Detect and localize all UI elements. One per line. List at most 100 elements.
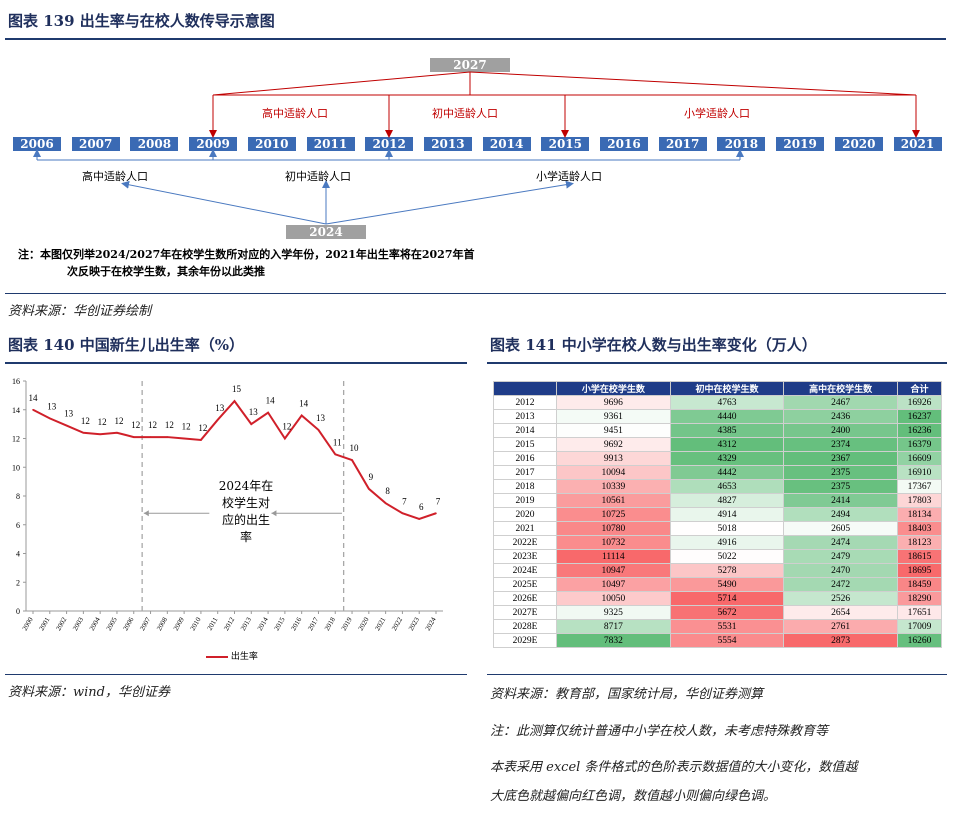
table-row: 2016 9913 4329 2367 16609: [493, 451, 942, 466]
value-cell: 4916: [669, 535, 785, 550]
table-row: 2012 9696 4763 2467 16926: [493, 395, 942, 410]
x-tick-label: 2008: [155, 616, 169, 633]
fig139-title: 图表 139 出生率与在校人数传导示意图: [8, 12, 275, 30]
fig140-rule: [5, 362, 467, 364]
table-header-row: 小学在校学生数 初中在校学生数 高中在校学生数 合计: [493, 381, 942, 396]
y-tick-label: 6: [16, 521, 20, 530]
table-row: 2023E 11114 5022 2479 18615: [493, 549, 942, 564]
x-tick-label: 2014: [256, 616, 270, 633]
data-point: [435, 512, 437, 515]
chart-annotation: 2024年在 校学生对 应的出生 率: [216, 478, 276, 546]
year-box: 2017: [658, 137, 707, 151]
data-label: 12: [182, 422, 191, 432]
enrollment-table: 小学在校学生数 初中在校学生数 高中在校学生数 合计 2012 9696 4763 2467…: [493, 381, 942, 648]
value-cell: 5554: [669, 633, 785, 648]
value-cell: 10732: [556, 535, 671, 550]
data-label: 14: [29, 393, 39, 403]
row-year-cell: 2019: [493, 493, 557, 508]
value-cell: 4329: [669, 451, 785, 466]
bottom-label-primary: 小学适龄人口: [536, 170, 602, 183]
value-cell: 5672: [669, 605, 785, 620]
row-year-cell: 2023E: [493, 549, 557, 564]
x-tick-label: 2002: [54, 616, 68, 633]
y-tick-label: 10: [12, 463, 20, 472]
value-cell: 9692: [556, 437, 671, 452]
value-cell: 18290: [897, 591, 942, 606]
fig141-rule: [487, 362, 947, 364]
chart-legend: 出生率: [206, 649, 258, 662]
fig141-source-rule: [487, 674, 947, 675]
top-label-primary: 小学适龄人口: [684, 107, 750, 120]
column-header: [493, 381, 557, 396]
x-tick-label: 2021: [373, 616, 387, 633]
value-cell: 16609: [897, 451, 942, 466]
data-label: 12: [131, 420, 140, 430]
y-tick-label: 2: [16, 578, 20, 587]
row-year-cell: 2028E: [493, 619, 557, 634]
fig141-source: 资料来源：教育部，国家统计局，华创证券测算: [490, 687, 764, 702]
x-tick-label: 2009: [172, 616, 186, 633]
table-row: 2017 10094 4442 2375 16910: [493, 465, 942, 480]
value-cell: 4914: [669, 507, 785, 522]
data-point: [99, 433, 101, 435]
value-cell: 17367: [897, 479, 942, 494]
year-box: 2009: [189, 137, 238, 151]
bottom-label-high: 高中适龄人口: [82, 170, 148, 183]
x-tick-label: 2006: [122, 616, 136, 633]
value-cell: 9451: [556, 423, 671, 438]
data-point: [368, 488, 370, 490]
fig139-note-line2: 次反映于在校学生数，其余年份以此类推: [67, 265, 265, 278]
data-point: [384, 502, 387, 504]
year-box: 2020: [834, 137, 883, 151]
table-row: 2022E 10732 4916 2474 18123: [493, 535, 942, 550]
value-cell: 10725: [556, 507, 671, 522]
y-tick-label: 4: [16, 550, 20, 559]
fig141-note1: 注：此测算仅统计普通中小学在校人数，未考虑特殊教育等: [490, 724, 829, 739]
data-label: 7: [402, 496, 407, 506]
fig139-source: 资料来源：华创证券绘制: [8, 304, 152, 319]
y-tick-label: 14: [12, 406, 20, 415]
value-cell: 4440: [669, 409, 785, 424]
value-cell: 2472: [783, 577, 899, 592]
data-label: 12: [81, 416, 90, 426]
annotation-line: 2024年在: [218, 479, 274, 493]
row-year-cell: 2026E: [493, 591, 557, 606]
x-tick-label: 2019: [340, 616, 354, 633]
value-cell: 10497: [556, 577, 671, 592]
value-cell: 2375: [783, 465, 899, 480]
value-cell: 17803: [897, 493, 942, 508]
table-row: 2014 9451 4385 2400 16236: [493, 423, 942, 438]
value-cell: 4385: [669, 423, 785, 438]
value-cell: 2526: [783, 591, 899, 606]
value-cell: 5490: [669, 577, 785, 592]
data-label: 12: [148, 420, 157, 430]
value-cell: 9361: [556, 409, 671, 424]
x-tick-label: 2003: [71, 616, 85, 633]
data-point: [200, 439, 202, 441]
bottom-label-middle: 初中适龄人口: [285, 170, 351, 183]
x-tick-label: 2017: [306, 616, 320, 633]
value-cell: 2400: [783, 423, 899, 438]
data-point: [317, 429, 320, 431]
value-cell: 5022: [669, 549, 785, 564]
value-cell: 10094: [556, 465, 671, 480]
value-cell: 18134: [897, 507, 942, 522]
value-cell: 9913: [556, 451, 671, 466]
data-label: 12: [282, 422, 291, 432]
value-cell: 18459: [897, 577, 942, 592]
table-row: 2029E 7832 5554 2873 16260: [493, 633, 942, 648]
top-label-high: 高中适龄人口: [262, 107, 328, 120]
data-point: [401, 512, 404, 515]
value-cell: 16379: [897, 437, 942, 452]
data-point: [233, 400, 236, 402]
fig141-note2: 本表采用 excel 条件格式的色阶表示数据值的大小变化，数值越: [490, 760, 858, 775]
value-cell: 2605: [783, 521, 899, 536]
x-tick-label: 2000: [21, 616, 35, 633]
value-cell: 16926: [897, 395, 942, 410]
value-cell: 10561: [556, 493, 671, 508]
data-point: [284, 437, 286, 440]
source-rule: [5, 293, 946, 294]
value-cell: 2479: [783, 549, 899, 564]
row-year-cell: 2021: [493, 521, 557, 536]
